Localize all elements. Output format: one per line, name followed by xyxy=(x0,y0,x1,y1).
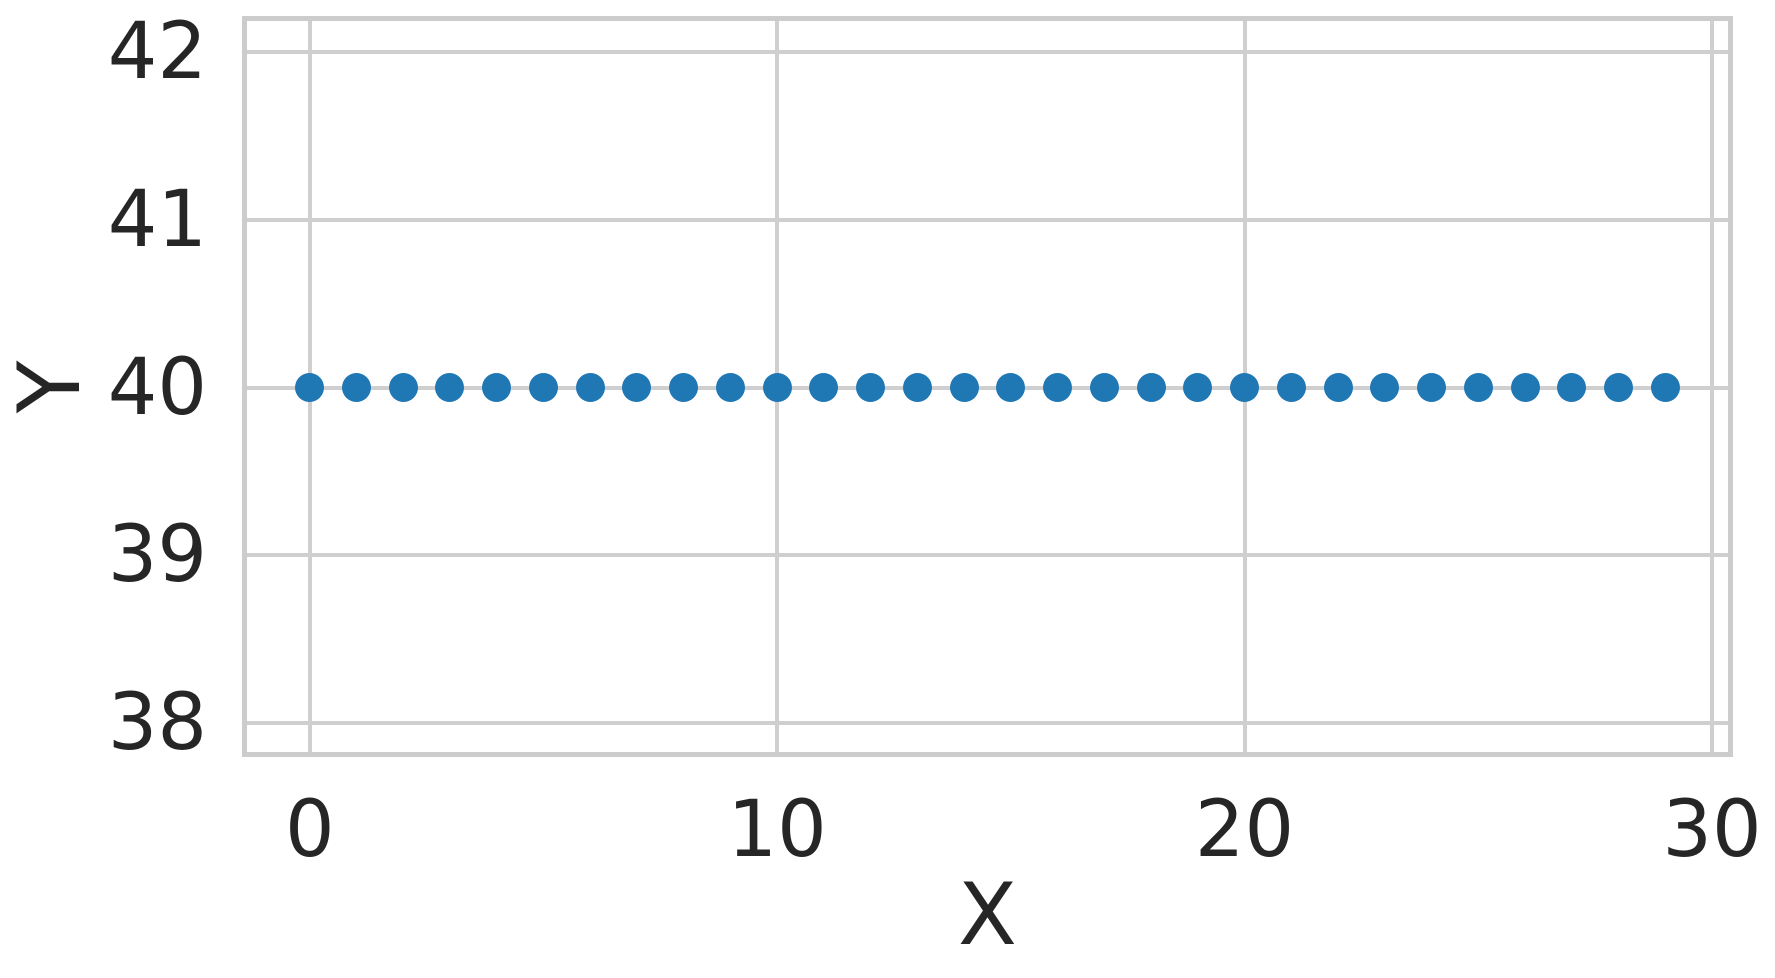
data-point xyxy=(1136,373,1166,402)
data-point xyxy=(388,373,418,402)
data-point xyxy=(342,373,371,402)
data-point xyxy=(1370,373,1400,402)
data-point xyxy=(1650,373,1680,402)
data-point xyxy=(1276,373,1306,402)
data-point xyxy=(1230,373,1260,402)
y-gridline xyxy=(242,720,1733,725)
y-gridline xyxy=(242,50,1733,55)
x-tick-label: 20 xyxy=(1194,785,1295,875)
data-point xyxy=(996,373,1026,402)
data-point xyxy=(856,373,886,402)
data-point xyxy=(435,373,465,402)
data-point xyxy=(575,373,605,402)
x-axis-label: X xyxy=(958,865,1017,965)
data-point xyxy=(1417,373,1447,402)
data-point xyxy=(902,373,932,402)
x-tick-label: 0 xyxy=(284,785,335,875)
y-gridline xyxy=(242,385,1733,390)
data-point xyxy=(715,373,745,402)
x-tick-label: 30 xyxy=(1662,785,1762,875)
y-tick-label: 40 xyxy=(107,342,207,433)
data-point xyxy=(295,373,325,402)
data-point xyxy=(1183,373,1213,402)
data-point xyxy=(809,373,839,402)
plot-area xyxy=(242,16,1733,757)
data-point xyxy=(1463,373,1493,402)
data-point xyxy=(1043,373,1073,402)
y-gridline xyxy=(242,217,1733,222)
y-tick-label: 39 xyxy=(107,510,207,601)
data-point xyxy=(622,373,652,402)
data-point xyxy=(669,373,699,402)
data-point xyxy=(482,373,512,402)
y-gridline xyxy=(242,553,1733,558)
y-tick-label: 42 xyxy=(107,7,207,98)
data-point xyxy=(1557,373,1587,402)
data-point xyxy=(1510,373,1540,402)
y-axis-label: Y xyxy=(0,360,100,413)
x-tick-label: 10 xyxy=(727,785,827,875)
data-point xyxy=(762,373,792,402)
data-point xyxy=(1089,373,1119,402)
data-point xyxy=(949,373,979,402)
x-gridline xyxy=(1709,16,1714,757)
data-point xyxy=(1323,373,1353,402)
y-tick-label: 41 xyxy=(107,174,207,265)
data-point xyxy=(528,373,558,402)
y-tick-label: 38 xyxy=(107,677,207,768)
data-point xyxy=(1603,373,1633,402)
